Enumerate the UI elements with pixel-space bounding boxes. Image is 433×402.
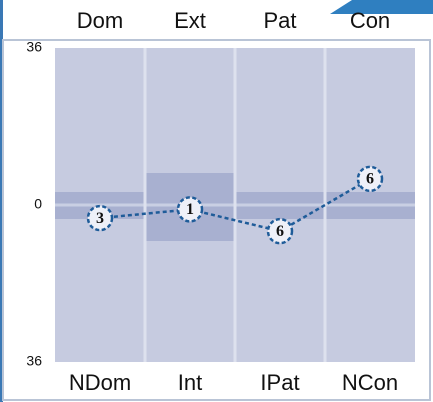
point (266, 217, 294, 245)
separators (143, 48, 327, 362)
tab (330, 0, 433, 14)
point-label: 6 (366, 171, 374, 188)
point (176, 196, 204, 223)
bottom-category-label: Int (178, 370, 202, 395)
bottom-category-label: NCon (342, 370, 398, 395)
point (356, 165, 384, 193)
y-tick-label: 0 (34, 196, 42, 212)
top-category-label: Dom (77, 8, 123, 33)
point-label: 1 (186, 201, 194, 218)
top-category-label: Ext (174, 8, 206, 33)
point (86, 204, 114, 232)
frame (2, 39, 431, 401)
bottom-category-label: NDom (69, 370, 131, 395)
bottom-category-label: IPat (260, 370, 299, 395)
series-line (99, 177, 371, 233)
top-category-label: Pat (263, 8, 296, 33)
point-label: 3 (96, 210, 104, 227)
point-label: 6 (276, 223, 284, 240)
top-category-label: Con (350, 8, 390, 33)
y-tick-label: 36 (26, 353, 42, 369)
left-edge (0, 0, 3, 402)
y-tick-label: 36 (26, 39, 42, 55)
